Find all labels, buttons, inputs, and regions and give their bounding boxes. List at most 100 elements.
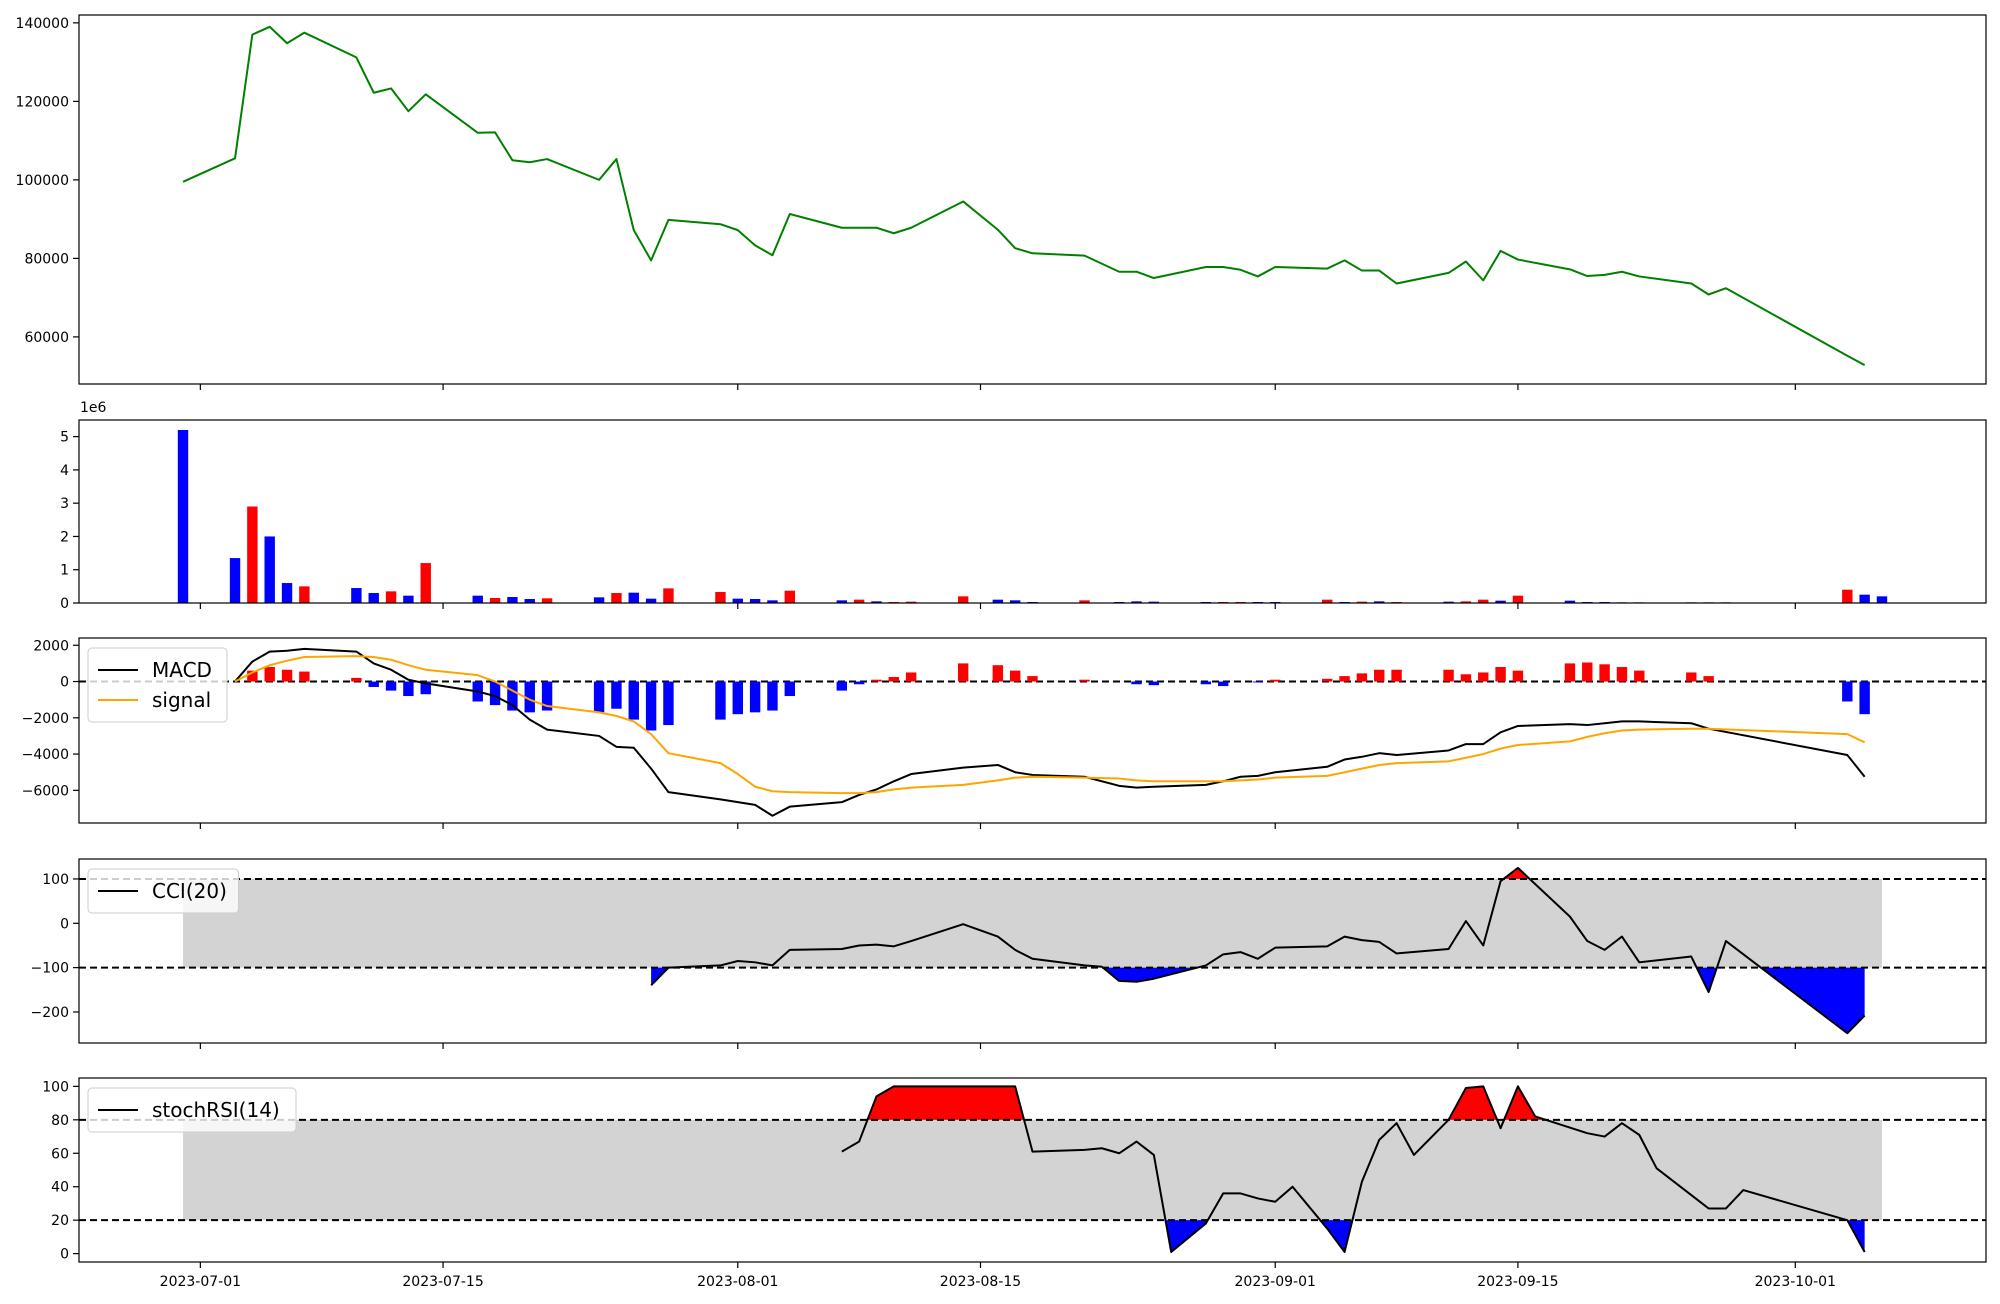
macd-histogram-bar <box>1460 674 1472 682</box>
cci-series-line-0 <box>650 866 1866 1035</box>
volume-bar <box>663 588 674 603</box>
macd-histogram-bar <box>836 681 848 691</box>
volume-bar <box>871 601 882 603</box>
macd-histogram-bar <box>385 681 397 691</box>
macd-histogram-bar <box>1859 681 1870 715</box>
macd-histogram-bar <box>1616 667 1628 682</box>
macd-histogram-bar <box>611 681 622 709</box>
volume-bar <box>1148 601 1160 603</box>
macd-histogram-bar <box>715 681 726 720</box>
macd-histogram-bar <box>1270 679 1281 682</box>
volume-bar <box>368 593 379 603</box>
volume-bar <box>472 595 483 603</box>
macd-histogram-bar <box>1634 670 1645 682</box>
macd-histogram-bar <box>1322 678 1333 682</box>
volume-y-tick-label: 4 <box>60 463 69 479</box>
volume-bar <box>836 600 848 603</box>
macd-y-tick-label: −6000 <box>22 783 69 799</box>
macd-series-line-0 <box>234 647 1866 817</box>
price-plot-area <box>182 25 1866 367</box>
volume-bar <box>299 586 310 603</box>
macd-histogram-bar <box>1443 669 1454 682</box>
macd-histogram-bar <box>489 681 501 706</box>
volume-bar <box>489 598 501 603</box>
volume-y-tick-label: 1 <box>60 563 69 579</box>
volume-bar <box>611 593 622 603</box>
volume-bar <box>628 592 639 603</box>
volume-panel: 0 1 2 3 4 5 1e6 <box>60 400 1987 612</box>
volume-y-tick-label: 5 <box>60 430 69 446</box>
macd-histogram-bar <box>1686 672 1697 682</box>
macd-histogram-bar <box>541 681 553 711</box>
volume-bar <box>1876 596 1888 603</box>
macd-histogram-bar <box>264 667 275 682</box>
macd-histogram-bar <box>1842 681 1853 702</box>
macd-histogram-bar <box>1009 670 1021 682</box>
stochrsi-oversold-fill <box>1165 1220 1865 1252</box>
macd-histogram-bar <box>1582 662 1593 682</box>
volume-bar <box>1443 601 1454 603</box>
volume-bar <box>1495 600 1506 603</box>
macd-histogram-bar <box>1252 681 1264 683</box>
macd-histogram-bar <box>957 663 969 682</box>
macd-histogram-bar <box>645 681 657 731</box>
volume-bar <box>1079 600 1090 603</box>
price-series-line-0 <box>182 25 1866 367</box>
stochrsi-plot-area <box>79 1085 1986 1253</box>
macd-histogram-bar <box>1512 670 1524 682</box>
volume-bar <box>420 563 431 603</box>
macd-histogram-bar <box>871 679 882 682</box>
stochrsi-series-line-0 <box>841 1085 1866 1253</box>
macd-histogram-bar <box>1478 672 1489 682</box>
macd-histogram-bar <box>1374 669 1385 682</box>
cci-overbought-fill <box>1503 867 1530 879</box>
macd-histogram-bar <box>368 681 379 687</box>
volume-bar <box>1512 595 1524 603</box>
x-tick-label: 2023-08-15 <box>940 1274 1021 1290</box>
volume-bar <box>264 536 275 603</box>
macd-histogram-bar <box>593 681 605 713</box>
price-y-tick-label: 60000 <box>24 330 69 346</box>
stochrsi-y-tick-label: 0 <box>60 1247 69 1263</box>
macd-histogram-bar <box>281 669 293 682</box>
macd-y-tick-label: 0 <box>60 675 69 691</box>
x-tick-label: 2023-09-15 <box>1477 1274 1558 1290</box>
macd-histogram-bar <box>1356 673 1368 682</box>
volume-bar <box>715 592 726 603</box>
macd-histogram-bar <box>663 681 674 726</box>
volume-bar <box>992 599 1004 603</box>
volume-bar <box>1131 601 1142 603</box>
macd-histogram-bar <box>1339 676 1350 682</box>
volume-bar <box>524 599 535 603</box>
volume-bar <box>1009 600 1021 603</box>
volume-plot-area <box>177 429 1888 603</box>
macd-histogram-bar <box>905 672 917 682</box>
macd-histogram-bar <box>1391 669 1402 682</box>
cci-legend-box <box>87 868 239 914</box>
volume-axes-frame <box>78 419 1987 604</box>
macd-histogram-bar <box>749 681 761 713</box>
macd-histogram-bar <box>299 671 310 682</box>
macd-histogram-bar <box>1703 676 1714 682</box>
macd-y-tick-label: −2000 <box>22 711 69 727</box>
volume-bar <box>749 599 761 603</box>
volume-bar <box>229 558 241 603</box>
macd-y-tick-label: −4000 <box>22 747 69 763</box>
volume-bar <box>905 601 917 603</box>
volume-bar <box>281 583 293 603</box>
volume-bar <box>247 506 258 603</box>
volume-bar <box>351 588 362 603</box>
macd-histogram-bar <box>1217 681 1229 687</box>
price-axes-frame <box>78 14 1987 385</box>
cci-y-tick-label: 0 <box>60 916 69 932</box>
macd-histogram-bar <box>524 681 535 713</box>
macd-series-line-1 <box>234 655 1866 795</box>
price-y-tick-label: 80000 <box>24 251 69 267</box>
stochrsi-overbought-fill <box>867 1086 1546 1120</box>
macd-histogram-bar <box>732 681 743 715</box>
volume-bar <box>957 596 969 603</box>
price-y-tick-label: 140000 <box>16 16 69 32</box>
volume-y-tick-label: 0 <box>60 596 69 612</box>
cci-y-tick-label: −200 <box>31 1005 69 1021</box>
